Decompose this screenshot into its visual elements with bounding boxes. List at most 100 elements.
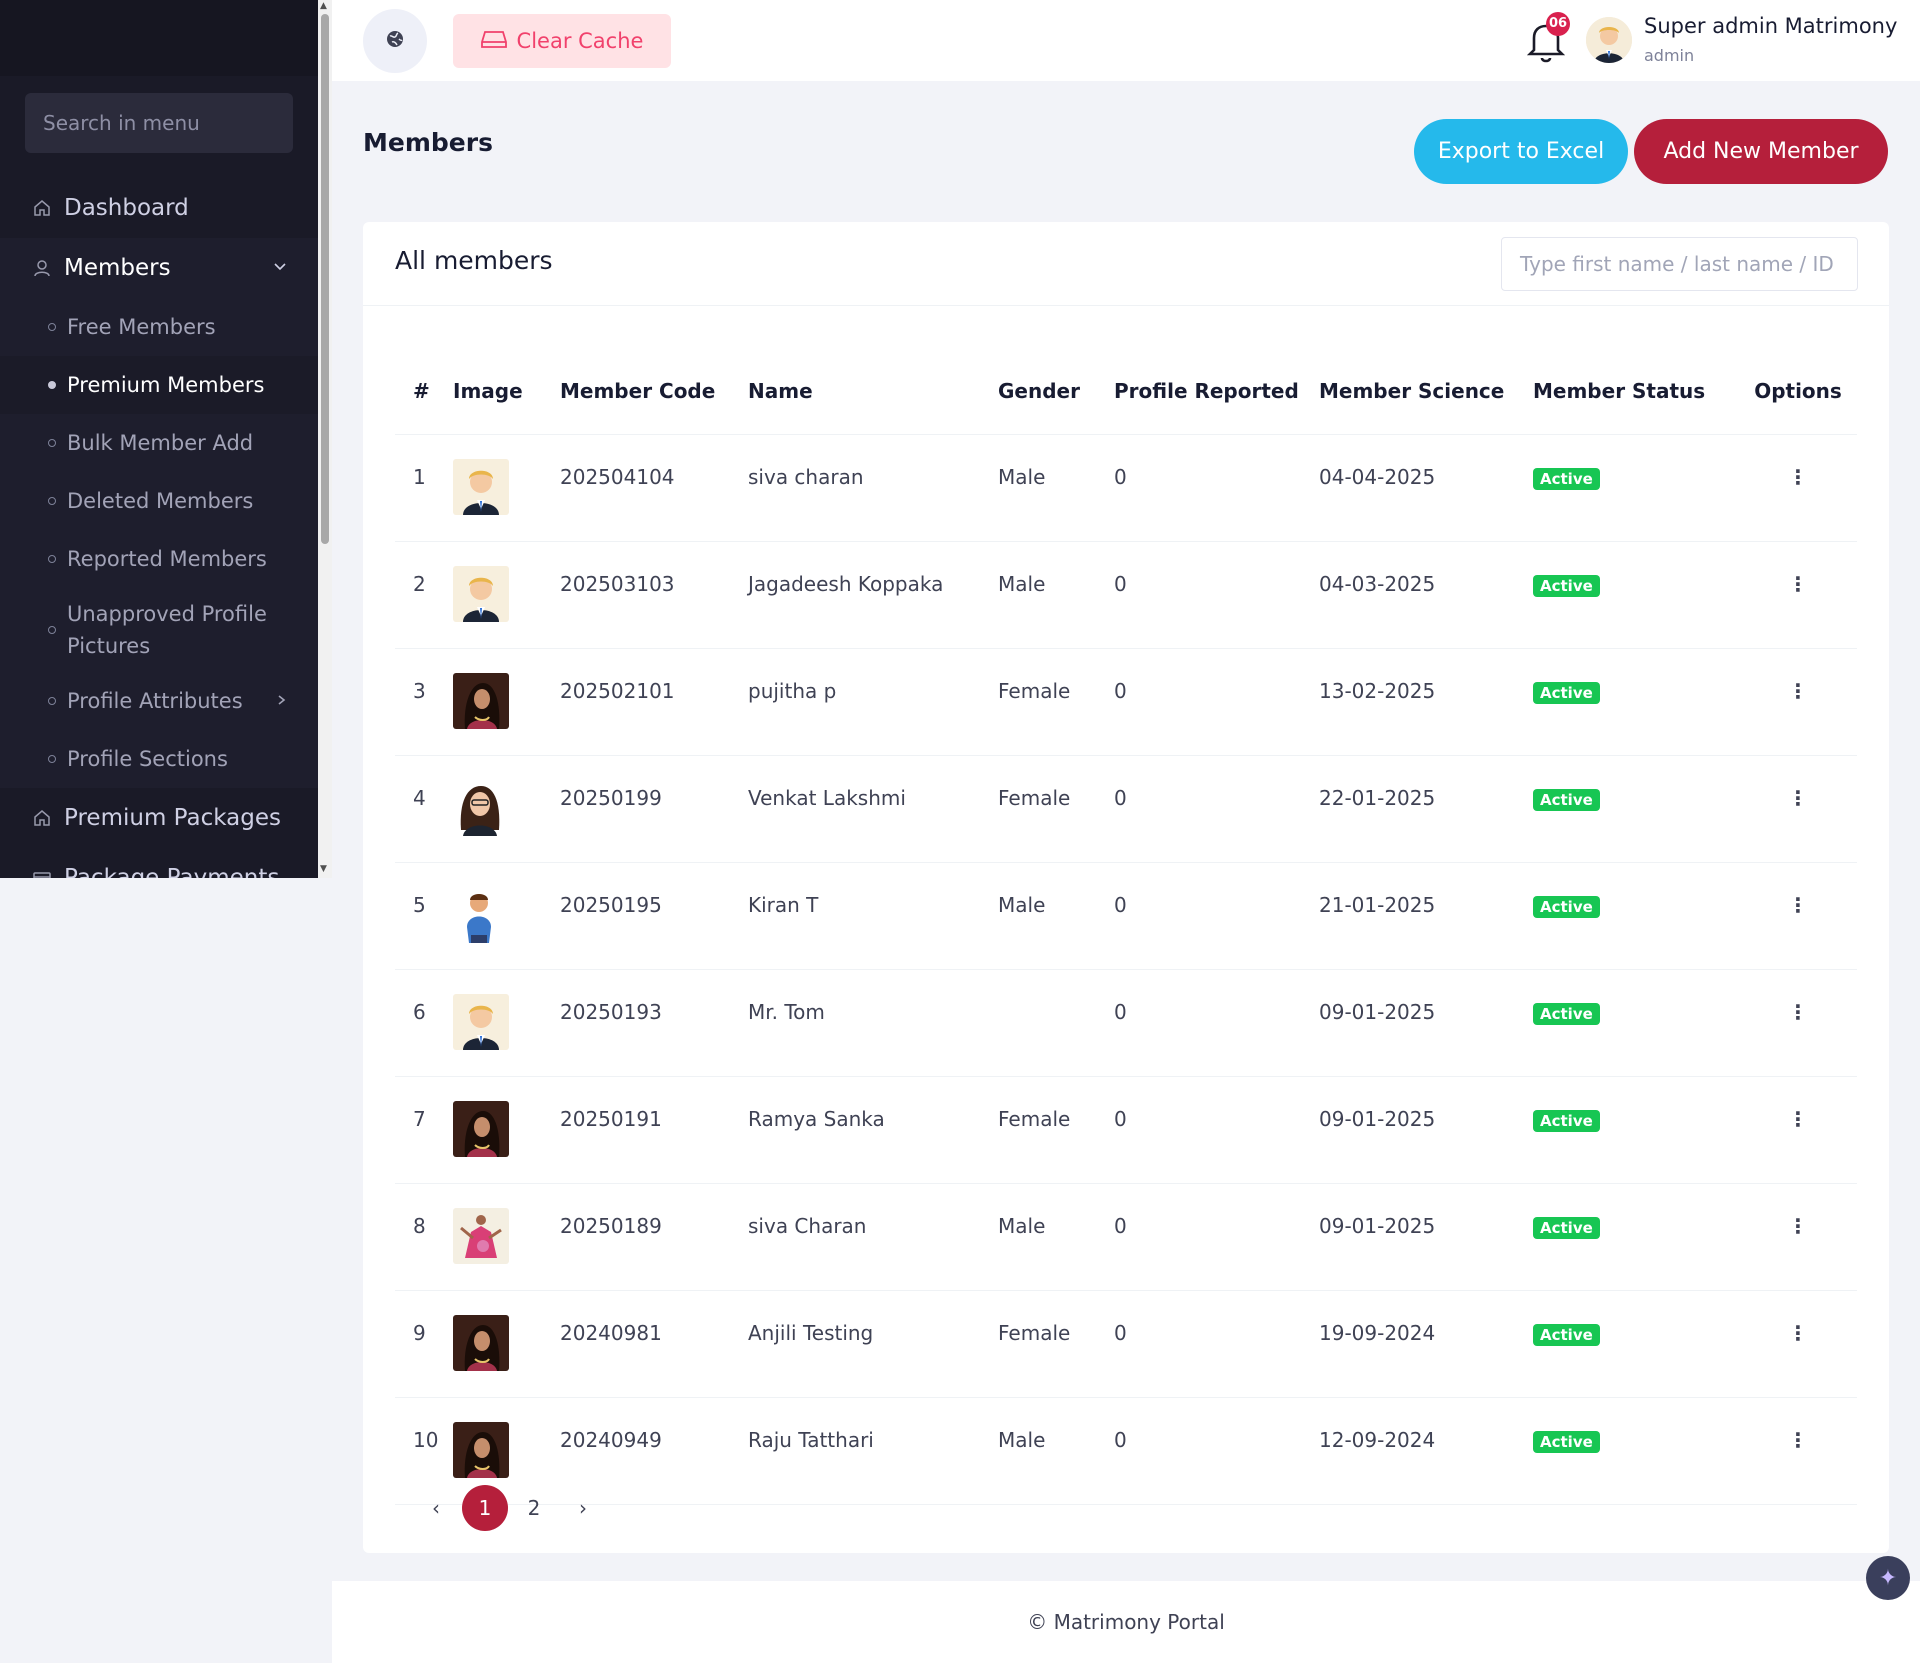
member-image-cell — [453, 541, 560, 649]
member-since-date: 04-04-2025 — [1319, 434, 1533, 542]
profile-reported-count: 0 — [1114, 648, 1319, 756]
column-header[interactable]: Image — [453, 349, 560, 435]
sidebar-item-label: Package Payments — [64, 865, 280, 878]
member-status-cell: Active — [1533, 648, 1739, 756]
sidebar-nav: Dashboard Members Free Members Premium M… — [0, 178, 318, 878]
page-button[interactable]: 1 — [462, 1485, 508, 1531]
add-new-member-button[interactable]: Add New Member — [1634, 119, 1888, 184]
member-avatar[interactable] — [453, 993, 509, 1050]
more-options-icon[interactable]: ⋮ — [1788, 464, 1808, 489]
profile-reported-count: 0 — [1114, 755, 1319, 863]
table-row: 2 202503103 Jagadeesh Koppaka Male 0 04-03-20… — [395, 541, 1857, 649]
column-header[interactable]: Member Code — [560, 349, 748, 435]
member-name: Raju Tatthari — [748, 1397, 998, 1505]
submenu-item-profile-attributes[interactable]: Profile Attributes — [0, 672, 318, 730]
column-header[interactable]: # — [395, 349, 453, 435]
more-options-icon[interactable]: ⋮ — [1788, 1106, 1808, 1131]
submenu-item-premium-members[interactable]: Premium Members — [0, 356, 318, 414]
table-row: 7 20250191 Ramya Sanka Female 0 09-01-2025 Act… — [395, 1076, 1857, 1184]
member-name: Ramya Sanka — [748, 1076, 998, 1184]
member-name: siva charan — [748, 434, 998, 542]
member-gender: Female — [998, 755, 1114, 863]
options-cell: ⋮ — [1739, 1076, 1857, 1184]
member-since-date: 12-09-2024 — [1319, 1397, 1533, 1505]
avatar[interactable] — [1586, 17, 1632, 63]
member-gender: Male — [998, 1183, 1114, 1291]
scroll-up-icon[interactable]: ▲ — [320, 1, 327, 11]
bullet-icon — [48, 439, 56, 447]
clear-cache-button[interactable]: Clear Cache — [453, 14, 671, 68]
home-icon — [32, 808, 52, 828]
submenu-item-profile-sections[interactable]: Profile Sections — [0, 730, 318, 788]
page-title: Members — [363, 128, 493, 157]
column-header[interactable]: Gender — [998, 349, 1114, 435]
member-code: 20250191 — [560, 1076, 748, 1184]
language-button[interactable] — [363, 9, 427, 73]
scrollbar-thumb[interactable] — [321, 14, 329, 544]
hard-drive-icon — [480, 28, 507, 55]
member-avatar[interactable] — [453, 672, 509, 729]
member-avatar[interactable] — [453, 1207, 509, 1264]
submenu-item-free-members[interactable]: Free Members — [0, 298, 318, 356]
chevron-down-icon — [272, 258, 288, 279]
member-image-cell — [453, 969, 560, 1077]
column-header[interactable]: Member Science — [1319, 349, 1533, 435]
column-header[interactable]: Name — [748, 349, 998, 435]
member-gender: Male — [998, 1397, 1114, 1505]
status-badge: Active — [1533, 467, 1600, 490]
member-avatar[interactable] — [453, 779, 509, 836]
page-button[interactable]: 2 — [527, 1496, 541, 1520]
more-options-icon[interactable]: ⋮ — [1788, 571, 1808, 596]
more-options-icon[interactable]: ⋮ — [1788, 1320, 1808, 1345]
profile-reported-count: 0 — [1114, 541, 1319, 649]
next-page-button[interactable]: › — [579, 1496, 587, 1520]
export-to-excel-button[interactable]: Export to Excel — [1414, 119, 1628, 184]
more-options-icon[interactable]: ⋮ — [1788, 1213, 1808, 1238]
member-avatar[interactable] — [453, 1421, 509, 1478]
more-options-icon[interactable]: ⋮ — [1788, 892, 1808, 917]
submenu-item-deleted-members[interactable]: Deleted Members — [0, 472, 318, 530]
options-cell: ⋮ — [1739, 434, 1857, 542]
member-avatar[interactable] — [453, 1100, 509, 1157]
submenu-item-unapproved-pictures[interactable]: Unapproved Profile Pictures — [0, 588, 318, 672]
more-options-icon[interactable]: ⋮ — [1788, 785, 1808, 810]
scroll-down-icon[interactable]: ▼ — [320, 864, 327, 874]
sidebar: Search in menu Dashboard Members Free Me… — [0, 0, 318, 878]
card-header: All members Type first name / last name … — [363, 222, 1889, 306]
sidebar-scrollbar[interactable]: ▲ ▼ — [318, 0, 332, 878]
column-header[interactable]: Options — [1739, 349, 1857, 435]
user-name[interactable]: Super admin Matrimony — [1644, 14, 1898, 38]
more-options-icon[interactable]: ⋮ — [1788, 999, 1808, 1024]
member-name: Mr. Tom — [748, 969, 998, 1077]
column-header[interactable]: Member Status — [1533, 349, 1739, 435]
chevron-right-icon — [274, 691, 288, 712]
member-status-cell: Active — [1533, 755, 1739, 863]
assistant-sparkle-button[interactable]: ✦ — [1866, 1556, 1910, 1600]
table-row: 9 20240981 Anjili Testing Female 0 19-09-2024… — [395, 1290, 1857, 1398]
sidebar-item-premium-packages[interactable]: Premium Packages — [0, 788, 318, 848]
member-avatar[interactable] — [453, 1314, 509, 1371]
sidebar-item-dashboard[interactable]: Dashboard — [0, 178, 318, 238]
options-cell: ⋮ — [1739, 648, 1857, 756]
member-avatar[interactable] — [453, 458, 509, 515]
bullet-icon — [48, 626, 56, 634]
sidebar-item-package-payments[interactable]: Package Payments — [0, 848, 318, 878]
submenu-item-bulk-member-add[interactable]: Bulk Member Add — [0, 414, 318, 472]
member-search-input[interactable]: Type first name / last name / ID — [1501, 237, 1858, 291]
submenu-item-reported-members[interactable]: Reported Members — [0, 530, 318, 588]
sidebar-item-members[interactable]: Members — [0, 238, 318, 298]
notification-count-badge: 06 — [1546, 12, 1570, 36]
profile-reported-count: 0 — [1114, 1076, 1319, 1184]
options-cell: ⋮ — [1739, 541, 1857, 649]
sidebar-item-label: Dashboard — [64, 195, 189, 221]
column-header[interactable]: Profile Reported — [1114, 349, 1319, 435]
prev-page-button[interactable]: ‹ — [432, 1496, 440, 1520]
more-options-icon[interactable]: ⋮ — [1788, 678, 1808, 703]
sidebar-search-input[interactable]: Search in menu — [25, 93, 293, 153]
member-status-cell: Active — [1533, 1397, 1739, 1505]
member-avatar[interactable] — [453, 565, 509, 622]
more-options-icon[interactable]: ⋮ — [1788, 1427, 1808, 1452]
row-number: 5 — [395, 862, 453, 970]
row-number: 6 — [395, 969, 453, 1077]
member-avatar[interactable] — [453, 886, 509, 943]
